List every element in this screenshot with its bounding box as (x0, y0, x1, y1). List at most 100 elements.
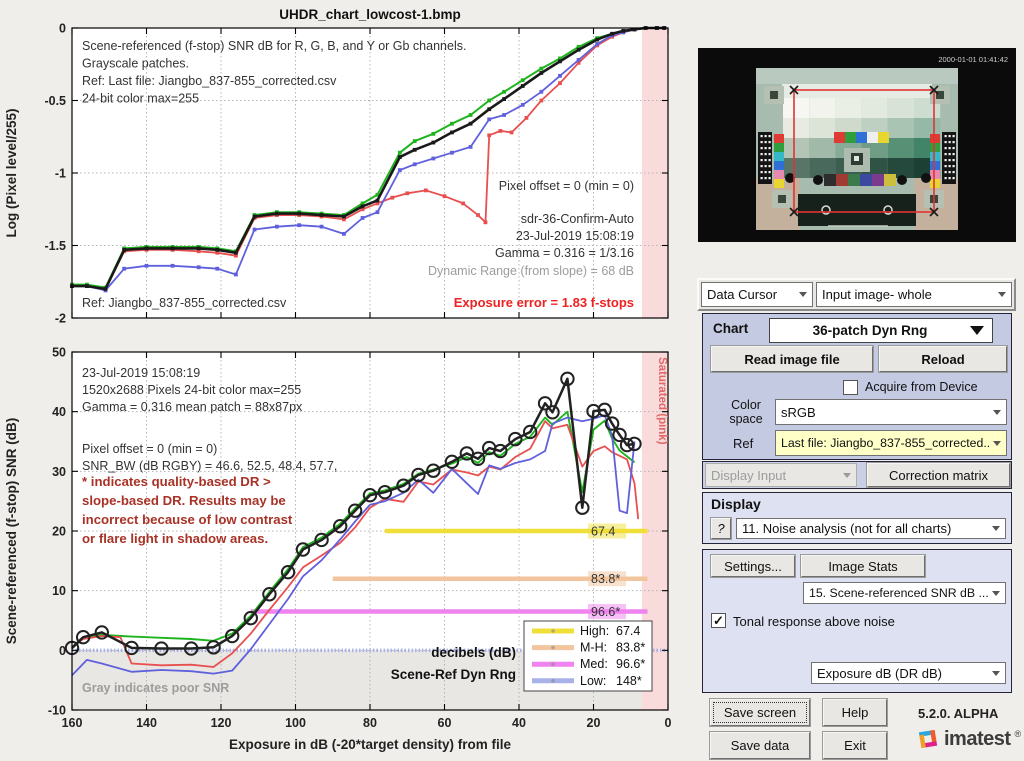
series-marker (412, 147, 417, 152)
color-column-patch (774, 179, 784, 188)
series-line-y-black (72, 26, 665, 291)
save-screen-button[interactable]: Save screen (710, 699, 810, 726)
series-marker (397, 155, 402, 159)
x-tick-label: 40 (512, 716, 526, 730)
x-tick-label: 20 (587, 716, 601, 730)
series-marker (122, 247, 127, 252)
info-block: Grayscale patches. (82, 57, 189, 71)
roi-corner-mark (929, 207, 939, 217)
series-marker (575, 500, 590, 515)
acquire-from-device-checkbox[interactable] (843, 380, 858, 395)
series-line-blue (72, 27, 665, 292)
color-column-patch (774, 134, 784, 143)
series-marker (476, 213, 480, 217)
snr-display-select[interactable]: 15. Scene-referenced SNR dB ... (803, 582, 1006, 604)
image-stats-button[interactable]: Image Stats (801, 555, 925, 577)
color-strip-patch (845, 132, 856, 143)
dr-label: 67.4 (591, 525, 615, 539)
help-button[interactable]: Help (823, 699, 887, 726)
dot-matrix-dot (760, 153, 763, 156)
saturated-note: Saturated (pink) (656, 357, 668, 445)
series-marker (468, 113, 473, 117)
chart-type-select[interactable]: 36-patch Dyn Rng (769, 318, 993, 343)
dot-matrix-dot (764, 177, 767, 180)
grayscale-patch (861, 98, 888, 118)
series-marker (252, 214, 257, 219)
dot-matrix-dot (768, 171, 771, 174)
grayscale-patch (783, 118, 810, 138)
grayscale-patch (809, 158, 836, 178)
input-image-select[interactable]: Input image- whole (816, 282, 1012, 307)
fiducial-dot (813, 175, 823, 185)
series-marker (360, 216, 365, 220)
display-input-value: Display Input (711, 467, 787, 483)
exposure-axis-value: Exposure dB (DR dB) (817, 665, 942, 681)
color-column-patch (930, 170, 940, 179)
y-axis-label: Scene-referenced (f-stop) SNR (dB) (4, 418, 19, 645)
series-marker (297, 211, 302, 216)
display-analysis-select[interactable]: 11. Noise analysis (not for all charts) (736, 518, 1006, 539)
reload-button[interactable]: Reload (879, 346, 1007, 372)
series-marker (280, 564, 296, 580)
color-space-select[interactable]: sRGB (775, 399, 1007, 425)
exposure-axis-select[interactable]: Exposure dB (DR dB) (811, 662, 1006, 684)
color-space-label-line1: Color (731, 398, 761, 412)
bottom-strip-patch (860, 174, 872, 186)
dot-matrix-dot (948, 171, 951, 174)
dot-matrix-dot (760, 159, 763, 162)
display-input-select: Display Input (705, 463, 857, 487)
dr-label-bg (588, 523, 626, 539)
settings-button[interactable]: Settings... (711, 555, 795, 577)
registered-mark: ® (1014, 729, 1022, 739)
series-marker (444, 454, 460, 469)
data-cursor-select[interactable]: Data Cursor (701, 282, 813, 307)
series-marker (196, 246, 201, 251)
fiducial-dot (785, 173, 795, 183)
version-label: 5.2.0. ALPHA (918, 706, 999, 721)
series-marker (397, 168, 402, 172)
display-analysis-value: 11. Noise analysis (not for all charts) (742, 521, 952, 536)
dot-matrix-dot (944, 153, 947, 156)
y-tick-label: 40 (52, 405, 66, 419)
dot-matrix-dot (944, 135, 947, 138)
run-info: Gamma = 0.316 = 1/3.16 (495, 246, 634, 260)
series-marker (170, 246, 175, 251)
series-marker (423, 188, 428, 193)
ref-file-select[interactable]: Last file: Jiangbo_837-855_corrected.... (775, 430, 1007, 456)
dot-matrix-dot (944, 177, 947, 180)
series-marker (483, 220, 488, 225)
dot-matrix-dot (944, 141, 947, 144)
series-marker (558, 81, 562, 85)
thumbnail-timestamp: 2000-01-01 01:41:42 (938, 55, 1008, 64)
exit-button[interactable]: Exit (823, 732, 887, 759)
series-marker (612, 427, 627, 443)
correction-matrix-button[interactable]: Correction matrix (867, 463, 1010, 487)
save-data-button[interactable]: Save data (710, 732, 810, 759)
grayscale-patch (887, 118, 914, 138)
read-image-file-button[interactable]: Read image file (711, 346, 873, 372)
display-help-button[interactable]: ? (711, 518, 731, 539)
dot-matrix-dot (764, 141, 767, 144)
chevron-down-icon (843, 472, 851, 478)
series-marker (627, 436, 642, 452)
dot-matrix-dot (952, 147, 955, 150)
roi-corner-mark (929, 85, 939, 95)
series-marker (360, 201, 365, 206)
snr-chart: 160 140 120 100 80 60 40 20 050403020100-1067.48… (4, 346, 672, 753)
color-column-patch (774, 161, 784, 170)
dot-matrix-dot (952, 135, 955, 138)
series-marker (502, 89, 506, 94)
correction-row: Display Input Correction matrix (702, 461, 1012, 489)
input-image-thumbnail[interactable]: 2000-01-01 01:41:42 (698, 48, 1016, 242)
series-marker (450, 150, 454, 155)
color-space-label-line2: space (729, 412, 763, 426)
series-marker (375, 210, 380, 215)
dot-matrix-dot (764, 135, 767, 138)
fiducial-ring (821, 205, 831, 215)
tonal-response-checkbox[interactable]: ✓ (711, 613, 726, 628)
color-strip-patch (856, 132, 867, 143)
dropdown-triangle-icon (970, 326, 984, 335)
fiducial-ring (883, 205, 893, 215)
chevron-down-icon (799, 292, 807, 297)
